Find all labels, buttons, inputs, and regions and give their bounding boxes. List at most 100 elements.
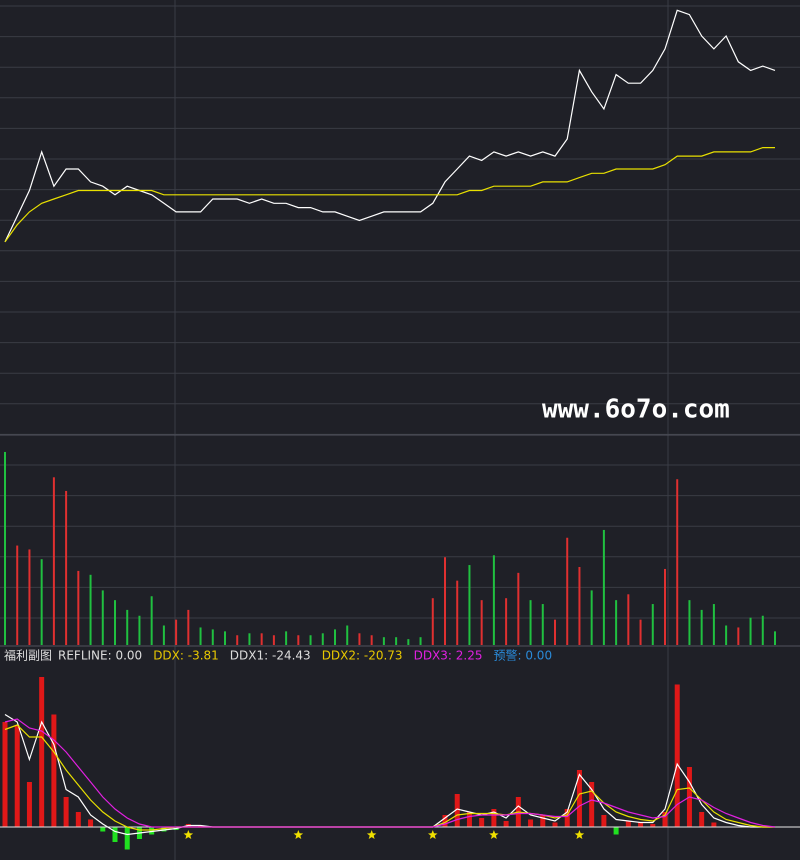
- ddx-bar: [88, 819, 94, 827]
- volume-bar: [761, 615, 764, 645]
- ddx-bar: [503, 821, 509, 827]
- readout: DDX: -3.81: [153, 649, 219, 663]
- ddx-bar: [75, 812, 81, 827]
- volume-bar: [297, 635, 300, 645]
- volume-bar: [395, 637, 398, 645]
- volume-bar: [162, 625, 165, 645]
- line-series: [4, 718, 776, 828]
- volume-bar: [664, 568, 666, 645]
- volume-bar: [419, 637, 422, 645]
- ddx-bar: [528, 819, 534, 827]
- line-series: [4, 147, 775, 243]
- ddx-bar: [39, 677, 45, 827]
- volume-bar: [4, 451, 6, 645]
- ddx-bar: [454, 794, 460, 827]
- volume-bar: [725, 625, 728, 645]
- volume-bar: [688, 600, 691, 645]
- ddx-bar: [601, 815, 607, 827]
- ddx-bar: [149, 827, 155, 835]
- ddx-bar: [63, 797, 69, 827]
- readout: 预警: 0.00: [494, 648, 553, 663]
- volume-bar: [346, 625, 349, 645]
- ddx-bar: [14, 725, 20, 827]
- ddx-bar: [564, 809, 570, 827]
- ddx-bar: [124, 827, 130, 850]
- volume-bar: [199, 627, 202, 645]
- ddx-bar: [442, 815, 448, 827]
- ddx-bar: [100, 827, 106, 832]
- volume-bar: [480, 600, 483, 645]
- volume-bar: [101, 590, 104, 645]
- volume-bar: [138, 615, 141, 645]
- ddx-bar: [576, 770, 582, 827]
- volume-bar: [712, 604, 715, 645]
- readout: REFLINE: 0.00: [58, 649, 142, 663]
- signal-star: [428, 830, 438, 839]
- ddx-bar: [466, 812, 472, 827]
- volume-bar: [370, 635, 373, 645]
- signal-star: [366, 830, 377, 839]
- volume-bar: [382, 637, 385, 645]
- volume-bar: [554, 619, 556, 645]
- volume-bar: [492, 555, 495, 645]
- volume-bar: [309, 635, 312, 645]
- ddx-bar: [674, 684, 680, 827]
- signal-star: [489, 830, 499, 839]
- volume-bar: [28, 549, 31, 645]
- ddx-bar: [112, 827, 118, 842]
- readout: DDX3: 2.25: [414, 649, 483, 663]
- ddx-bar: [625, 821, 631, 827]
- signal-star: [574, 830, 585, 839]
- volume-bar: [77, 570, 80, 645]
- volume-bar: [541, 604, 544, 645]
- volume-bar: [40, 559, 43, 645]
- volume-bar: [651, 604, 654, 645]
- volume-bar: [126, 609, 129, 645]
- ddx-bar: [51, 714, 57, 827]
- ddx-bar: [650, 824, 656, 827]
- watermark: www.6o7o.com: [542, 395, 730, 425]
- volume-bar: [517, 572, 520, 645]
- ddx-bar: [613, 827, 619, 835]
- volume-bar: [529, 600, 532, 645]
- volume-bar: [578, 567, 581, 645]
- ddx-bar: [662, 812, 668, 827]
- volume-bar: [700, 609, 703, 645]
- volume-bar: [211, 629, 214, 645]
- volume-bar: [749, 617, 752, 645]
- ddx-bar: [589, 782, 595, 827]
- volume-bar: [321, 633, 324, 645]
- volume-bar: [236, 635, 239, 645]
- volume-bar: [358, 633, 361, 645]
- volume-bar: [248, 633, 251, 645]
- volume-bar: [52, 477, 55, 645]
- ddx-bar: [26, 782, 32, 827]
- volume-bar: [627, 594, 630, 645]
- volume-bar: [468, 565, 471, 645]
- volume-bar: [407, 639, 410, 645]
- volume-bar: [737, 627, 740, 645]
- ddx-bar: [479, 818, 485, 827]
- ddx-bar: [711, 822, 717, 827]
- volume-bar: [615, 600, 618, 645]
- ddx-bar: [540, 815, 546, 827]
- ddx-bar: [198, 825, 204, 827]
- volume-bar: [444, 557, 446, 645]
- ddx-bar: [638, 822, 644, 827]
- volume-bar: [602, 529, 605, 645]
- volume-bar: [89, 574, 92, 645]
- volume-bar: [65, 490, 68, 645]
- signal-star: [183, 830, 194, 839]
- volume-bar: [16, 545, 19, 645]
- readout: DDX1: -24.43: [230, 649, 311, 663]
- volume-bar: [224, 631, 226, 645]
- ddx-bar: [552, 822, 558, 827]
- volume-bar: [566, 537, 569, 645]
- ddx-bar: [161, 827, 167, 832]
- ddx-bar: [491, 809, 497, 827]
- indicator-title: 福利副图: [4, 648, 52, 663]
- volume-bar: [676, 479, 679, 645]
